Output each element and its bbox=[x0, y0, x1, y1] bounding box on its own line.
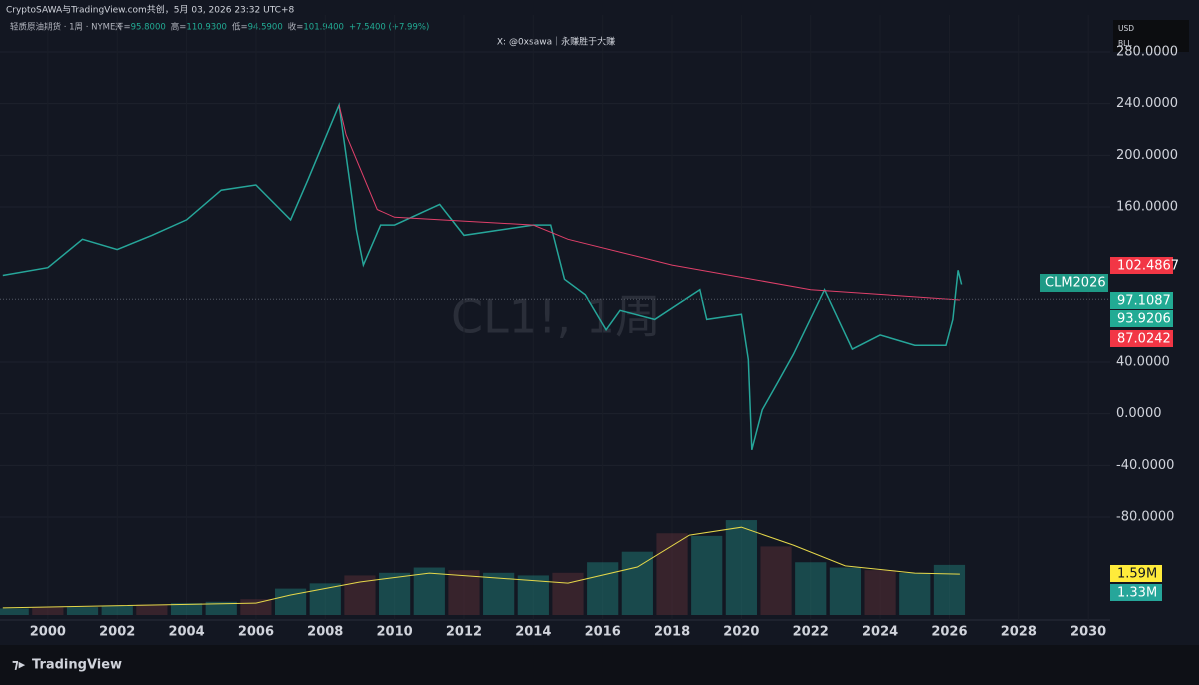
legend-value: 94.5900 bbox=[248, 23, 283, 33]
legend-change: +7.5400 (+7.99%) bbox=[349, 23, 429, 33]
volume-bar bbox=[621, 551, 653, 615]
contract-box bbox=[1040, 274, 1108, 292]
currency-box bbox=[1113, 20, 1189, 52]
x-tick-label: 2028 bbox=[1001, 625, 1037, 640]
volume-bar bbox=[413, 567, 445, 615]
volume-bar bbox=[829, 567, 862, 615]
volume-bar bbox=[379, 572, 411, 615]
footer-bar bbox=[0, 645, 1199, 685]
volume-label: 1.59M bbox=[1117, 567, 1157, 582]
y-tick-label: 160.0000 bbox=[1116, 200, 1178, 215]
y-tick-label: 240.0000 bbox=[1116, 96, 1178, 111]
x-tick-label: 2014 bbox=[515, 625, 551, 640]
volume-bar bbox=[587, 562, 619, 615]
price-line bbox=[338, 104, 960, 301]
price-label-box bbox=[1110, 257, 1173, 274]
unit: BLL bbox=[1118, 39, 1132, 48]
legend-value: 95.8000 bbox=[131, 23, 166, 33]
volume-bar bbox=[725, 520, 757, 615]
x-tick-label: 2030 bbox=[1070, 625, 1106, 640]
volume-bar bbox=[136, 604, 168, 615]
x-tick-label: 2022 bbox=[793, 625, 829, 640]
logo-mark: ⁊▸ bbox=[12, 658, 26, 673]
x-tick-label: 2026 bbox=[931, 625, 967, 640]
y-tick-label: 40.0000 bbox=[1116, 355, 1170, 370]
legend-value: 110.9300 bbox=[186, 23, 227, 33]
legend-value: 101.9400 bbox=[303, 23, 344, 33]
volume-bar bbox=[760, 546, 792, 615]
price-label: 93.9206 bbox=[1117, 312, 1171, 327]
volume-bar bbox=[101, 605, 133, 615]
x-tick-label: 2018 bbox=[654, 625, 690, 640]
legend-label: 收= bbox=[288, 22, 304, 33]
volume-bar bbox=[517, 575, 549, 615]
volume-bar bbox=[205, 601, 237, 615]
volume-bar bbox=[795, 562, 827, 615]
legend-label: 开= bbox=[115, 23, 131, 33]
volume-label-box bbox=[1110, 584, 1162, 601]
x-tick-label: 2000 bbox=[30, 625, 66, 640]
price-line bbox=[2, 102, 963, 450]
watermark: X: @0xsawa｜永赚胜于大赚 bbox=[497, 36, 615, 48]
x-tick-label: 2016 bbox=[585, 625, 621, 640]
price-label: 97.1087 bbox=[1117, 294, 1171, 309]
volume-bar bbox=[0, 608, 29, 615]
volume-bar bbox=[240, 599, 272, 615]
legend-label: 低= bbox=[232, 22, 248, 33]
x-tick-label: 2008 bbox=[307, 625, 343, 640]
volume-bar bbox=[344, 575, 376, 615]
price-label-box bbox=[1110, 310, 1173, 327]
x-tick-label: 2020 bbox=[723, 625, 759, 640]
volume-bar bbox=[899, 572, 931, 615]
volume-bar bbox=[448, 570, 480, 615]
volume-bar bbox=[32, 607, 64, 615]
volume-label-box bbox=[1110, 565, 1162, 582]
x-tick-label: 2006 bbox=[238, 625, 274, 640]
volume-bar bbox=[864, 570, 896, 615]
x-tick-label: 2012 bbox=[446, 625, 482, 640]
y-tick-label: -40.0000 bbox=[1116, 458, 1174, 473]
price-label: 87.0242 bbox=[1117, 332, 1171, 347]
legend-symbol: 轻质原油期货 · 1周 · NYMEX bbox=[10, 22, 121, 33]
volume-bar bbox=[933, 564, 966, 615]
x-tick-label: 2004 bbox=[168, 625, 204, 640]
brand: TradingView bbox=[32, 658, 122, 673]
price-label: 102.4867 bbox=[1117, 259, 1179, 274]
price-label-box bbox=[1110, 330, 1173, 347]
symbol-watermark: CL1!, 1周 bbox=[451, 290, 661, 344]
y-tick-label: -80.0000 bbox=[1116, 510, 1174, 525]
currency: USD bbox=[1118, 24, 1134, 33]
volume-label: 1.33M bbox=[1117, 586, 1157, 601]
x-tick-label: 2024 bbox=[862, 625, 898, 640]
volume-bar bbox=[170, 603, 203, 615]
volume-bar bbox=[691, 535, 723, 615]
legend-label: 高= bbox=[171, 22, 187, 33]
volume-bar bbox=[656, 533, 688, 615]
contract-label: CLM2026 bbox=[1045, 276, 1106, 291]
x-tick-label: 2002 bbox=[99, 625, 135, 640]
header-title: CryptoSAWA与TradingView.com共创，5月 03, 2026… bbox=[6, 4, 295, 16]
y-tick-label: 280.0000 bbox=[1116, 45, 1178, 60]
y-tick-label: 0.0000 bbox=[1116, 406, 1162, 421]
price-label-box bbox=[1110, 292, 1173, 309]
volume-bar bbox=[552, 572, 584, 615]
volume-ma bbox=[2, 526, 960, 609]
volume-bar bbox=[66, 607, 99, 615]
y-tick-label: 200.0000 bbox=[1116, 148, 1178, 163]
x-tick-label: 2010 bbox=[377, 625, 413, 640]
volume-bar bbox=[483, 572, 515, 615]
